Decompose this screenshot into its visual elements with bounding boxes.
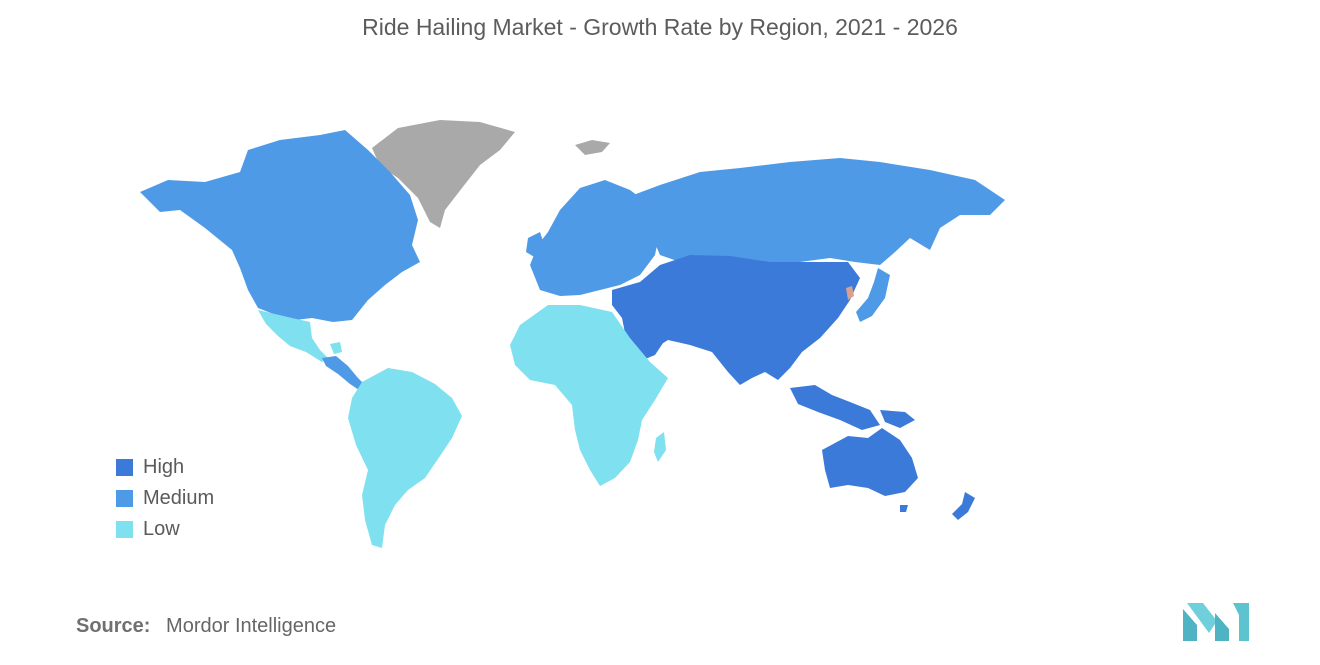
legend-item-high: High	[116, 452, 214, 483]
region-central-america	[322, 356, 368, 392]
region-japan	[856, 268, 890, 322]
legend-item-low: Low	[116, 514, 214, 545]
region-new-zealand	[952, 492, 975, 520]
legend-swatch-high	[116, 459, 133, 476]
region-australia	[822, 428, 918, 496]
chart-title: Ride Hailing Market - Growth Rate by Reg…	[362, 14, 958, 40]
legend: High Medium Low	[116, 452, 214, 545]
region-africa	[510, 305, 668, 486]
legend-item-medium: Medium	[116, 483, 214, 514]
region-greenland	[372, 120, 515, 228]
region-tasmania	[900, 505, 908, 512]
legend-swatch-low	[116, 521, 133, 538]
legend-label-high: High	[143, 456, 185, 478]
source-value: Mordor Intelligence	[166, 615, 337, 637]
region-europe	[530, 180, 660, 296]
region-papua	[880, 410, 915, 428]
region-svalbard	[575, 140, 610, 155]
region-southeast-asia	[790, 385, 880, 430]
region-south-america	[348, 368, 462, 548]
source-line: Source: Mordor Intelligence	[76, 615, 336, 638]
legend-swatch-medium	[116, 490, 133, 507]
region-caribbean	[330, 342, 342, 354]
region-north-korea	[846, 286, 854, 300]
region-asia	[612, 255, 860, 385]
legend-label-low: Low	[143, 518, 180, 540]
source-label: Source:	[76, 615, 151, 637]
region-russia	[620, 158, 1005, 265]
region-mexico	[258, 310, 328, 362]
legend-label-medium: Medium	[143, 487, 215, 509]
region-uk	[526, 232, 546, 258]
region-north-america	[140, 130, 420, 322]
region-madagascar	[654, 432, 666, 462]
mordor-intelligence-logo	[1183, 603, 1249, 641]
